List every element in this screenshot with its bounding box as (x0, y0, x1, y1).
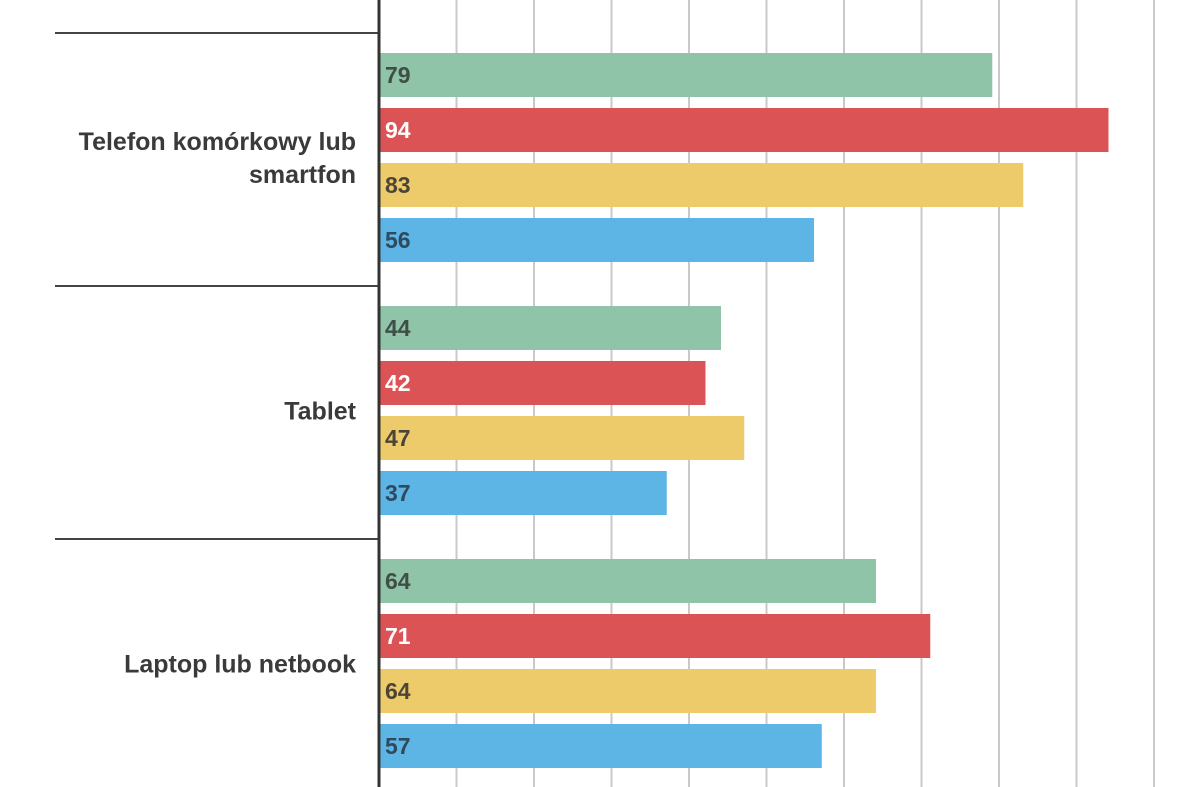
bars (380, 53, 1109, 768)
bar (380, 559, 876, 603)
bar (380, 218, 814, 262)
bar (380, 614, 931, 658)
category-label: Telefon komórkowy lub smartfon (79, 128, 356, 189)
bar (380, 53, 993, 97)
bar (380, 471, 667, 515)
bar-value-label: 44 (385, 315, 411, 341)
bar-value-label: 94 (385, 117, 411, 143)
category-separators (55, 32, 379, 540)
bar-value-label: 42 (385, 370, 411, 396)
bar (380, 669, 876, 713)
bar-value-label: 56 (385, 227, 411, 253)
bar (380, 416, 745, 460)
bar (380, 724, 822, 768)
bar (380, 108, 1109, 152)
category-label: Laptop lub netbook (124, 651, 356, 679)
bar-value-label: 79 (385, 62, 411, 88)
bar (380, 361, 706, 405)
bar-value-label: 64 (385, 568, 411, 594)
bar-value-label: 64 (385, 678, 411, 704)
bar-value-label: 71 (385, 623, 411, 649)
bar-value-label: 83 (385, 172, 411, 198)
bar-value-label: 57 (385, 733, 411, 759)
bar (380, 306, 721, 350)
category-label: Tablet (284, 398, 356, 426)
bar (380, 163, 1024, 207)
bar-value-label: 37 (385, 480, 411, 506)
labels: 79 94 83 56 Telefon komórkowy lub smartfon 44 4… (79, 62, 411, 759)
bar-value-label: 47 (385, 425, 411, 451)
